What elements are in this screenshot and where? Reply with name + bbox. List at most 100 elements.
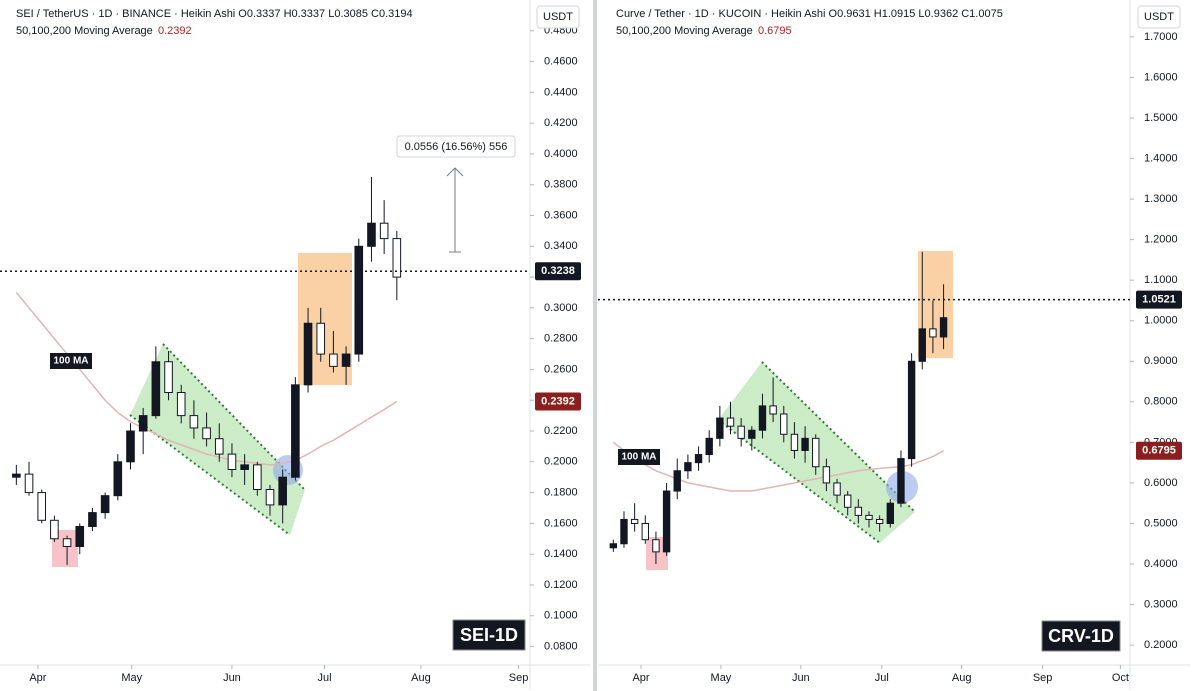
candle-body bbox=[865, 514, 873, 520]
candle-body bbox=[929, 328, 937, 338]
y-tick-label: 0.4400 bbox=[544, 86, 578, 98]
candle-body bbox=[630, 518, 639, 524]
candle-body bbox=[662, 490, 671, 553]
candle-body bbox=[88, 512, 97, 527]
last-price-box bbox=[535, 262, 581, 281]
candle-body bbox=[652, 539, 660, 553]
ma-label: 50,100,200 Moving Average bbox=[616, 25, 753, 37]
candle-body bbox=[918, 328, 926, 362]
y-tick-label: 0.3400 bbox=[544, 240, 578, 252]
candle-body bbox=[50, 519, 59, 540]
candle-body bbox=[240, 464, 249, 471]
channel-bottom bbox=[129, 414, 291, 536]
y-tick-label: 0.4000 bbox=[1144, 558, 1178, 570]
candle-body bbox=[354, 245, 364, 355]
measure-label: 0.0556 (16.56%) 556 bbox=[405, 141, 508, 153]
badge: CRV-1D bbox=[1048, 626, 1114, 646]
x-tick-label: Jul bbox=[875, 672, 889, 684]
y-tick-label: 1.0000 bbox=[1144, 315, 1178, 327]
unit-box bbox=[536, 5, 580, 29]
candle-body bbox=[812, 437, 820, 468]
candle-body bbox=[897, 458, 905, 504]
y-tick-label: 0.1800 bbox=[544, 486, 578, 498]
x-tick-label: Jun bbox=[223, 672, 241, 684]
y-tick-label: 0.4200 bbox=[544, 117, 578, 129]
candle-body bbox=[278, 476, 287, 506]
candle-body bbox=[907, 360, 916, 460]
y-tick-label: 0.2000 bbox=[1144, 639, 1178, 651]
candle-body bbox=[176, 392, 186, 417]
candle-body bbox=[875, 518, 884, 524]
x-tick-label: Sep bbox=[509, 672, 529, 684]
x-tick-label: Sep bbox=[1033, 672, 1053, 684]
ma-price-label: 0.6795 bbox=[1142, 445, 1176, 457]
y-tick-label: 1.6000 bbox=[1144, 71, 1178, 83]
channel-top bbox=[162, 343, 306, 491]
y-tick-label: 0.0800 bbox=[544, 640, 578, 652]
ma-price-label: 0.2392 bbox=[541, 395, 575, 407]
y-tick-label: 0.3800 bbox=[544, 179, 578, 191]
y-tick-label: 0.1200 bbox=[544, 579, 578, 591]
x-tick-label: Apr bbox=[29, 672, 46, 684]
candle-body bbox=[100, 495, 110, 514]
y-tick-label: 0.4600 bbox=[544, 55, 578, 67]
candle-body bbox=[822, 466, 831, 484]
candle-body bbox=[12, 473, 21, 478]
candle-body bbox=[24, 473, 34, 494]
candle-body bbox=[367, 222, 376, 247]
candle-body bbox=[854, 506, 863, 516]
last-price-label: 1.0521 bbox=[1142, 294, 1176, 306]
candle-body bbox=[609, 543, 618, 549]
candle-body bbox=[341, 353, 351, 367]
candle-body bbox=[303, 322, 313, 386]
y-tick-label: 0.4000 bbox=[544, 148, 578, 160]
moving-average bbox=[612, 441, 944, 492]
candle-body bbox=[126, 430, 135, 463]
candle-body bbox=[62, 538, 72, 547]
labels: SEI / TetherUS · 1D · BINANCE · Heikin A… bbox=[16, 5, 1181, 652]
candle-body bbox=[641, 522, 649, 541]
candle-body bbox=[705, 437, 713, 456]
y-tick-label: 1.3000 bbox=[1144, 193, 1178, 205]
x-tick-label: Oct bbox=[1112, 672, 1129, 684]
badge-box bbox=[1041, 620, 1121, 652]
candle-body bbox=[684, 462, 692, 472]
badge: SEI-1D bbox=[460, 625, 518, 645]
candle-body bbox=[316, 322, 326, 355]
measure-box bbox=[396, 135, 516, 158]
y-tick-label: 0.9000 bbox=[1144, 355, 1178, 367]
candle-body bbox=[151, 361, 161, 417]
candle-body bbox=[392, 238, 402, 278]
y-tick-label: 1.7000 bbox=[1144, 31, 1178, 43]
candle-body bbox=[694, 454, 703, 464]
candle-body bbox=[748, 429, 756, 439]
y-tick-label: 0.2800 bbox=[544, 333, 578, 345]
candle-body bbox=[189, 415, 199, 429]
candle-body bbox=[291, 384, 300, 478]
y-tick-label: 0.5000 bbox=[1144, 517, 1178, 529]
candle-body bbox=[214, 438, 224, 455]
unit-box bbox=[1137, 5, 1181, 29]
ma-value: 0.2392 bbox=[158, 25, 192, 37]
y-tick-label: 0.1600 bbox=[544, 517, 578, 529]
ma-label: 50,100,200 Moving Average bbox=[16, 25, 153, 37]
candle-body bbox=[801, 437, 809, 451]
y-tick-label: 1.5000 bbox=[1144, 112, 1178, 124]
last-price-box bbox=[1136, 290, 1182, 309]
candle-body bbox=[265, 489, 275, 506]
candle-body bbox=[758, 405, 767, 431]
y-tick-label: 1.2000 bbox=[1144, 234, 1178, 246]
measure-arrow bbox=[446, 167, 464, 177]
candle-body bbox=[886, 502, 895, 524]
candle-body bbox=[726, 417, 735, 427]
y-tick-label: 0.2000 bbox=[544, 456, 578, 468]
header: Curve / Tether · 1D · KUCOIN · Heikin As… bbox=[616, 8, 1003, 20]
ma-value: 0.6795 bbox=[758, 25, 792, 37]
y-tick-label: 0.2200 bbox=[544, 425, 578, 437]
candle-body bbox=[37, 492, 47, 521]
x-tick-label: Jul bbox=[318, 672, 332, 684]
x-tick-label: May bbox=[121, 672, 142, 684]
